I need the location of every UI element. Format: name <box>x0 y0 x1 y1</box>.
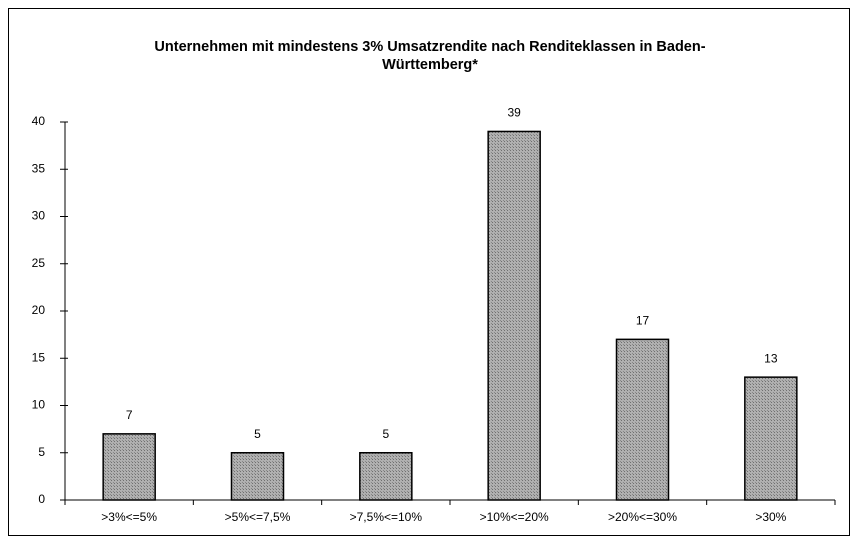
y-tick-label: 15 <box>32 350 46 364</box>
value-label: 5 <box>254 427 261 441</box>
x-tick-label: >5%<=7,5% <box>225 510 291 524</box>
value-label: 5 <box>382 427 389 441</box>
value-label: 7 <box>126 408 133 422</box>
bar <box>487 130 541 501</box>
y-tick-label: 35 <box>32 161 46 175</box>
chart-frame <box>8 8 850 536</box>
x-tick-label: >20%<=30% <box>608 510 677 524</box>
chart-title: Unternehmen mit mindestens 3% Umsatzrend… <box>154 39 706 73</box>
x-tick-label: >10%<=20% <box>480 510 549 524</box>
x-tick-label: >3%<=5% <box>101 510 157 524</box>
bar <box>615 338 670 501</box>
y-tick-label: 25 <box>32 256 46 270</box>
x-tick-label: >7,5%<=10% <box>350 510 423 524</box>
y-tick-label: 30 <box>32 209 46 223</box>
y-tick-label: 5 <box>38 445 45 459</box>
y-tick-label: 10 <box>32 398 46 412</box>
value-label: 17 <box>636 314 650 328</box>
y-tick-label: 0 <box>38 492 45 506</box>
x-tick-label: >30% <box>755 510 786 524</box>
bar <box>102 433 156 501</box>
value-label: 13 <box>764 351 778 365</box>
y-tick-label: 20 <box>32 303 46 317</box>
value-label: 39 <box>507 106 521 120</box>
bar <box>744 376 798 501</box>
bar <box>359 452 413 501</box>
bar <box>230 452 285 501</box>
y-tick-label: 40 <box>32 114 46 128</box>
